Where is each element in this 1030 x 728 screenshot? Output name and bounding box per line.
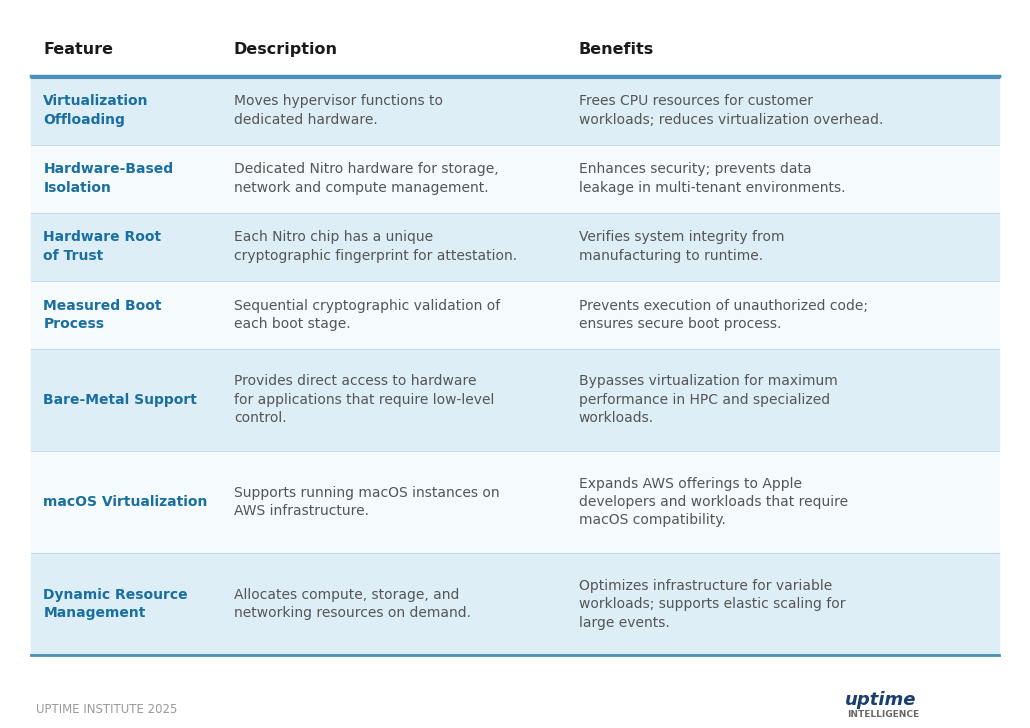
Text: Enhances security; prevents data
leakage in multi-tenant environments.: Enhances security; prevents data leakage… xyxy=(579,162,846,195)
Bar xyxy=(31,76,999,145)
Bar xyxy=(31,349,999,451)
Bar xyxy=(31,451,999,553)
Text: Expands AWS offerings to Apple
developers and workloads that require
macOS compa: Expands AWS offerings to Apple developer… xyxy=(579,477,848,527)
Text: INTELLIGENCE: INTELLIGENCE xyxy=(847,710,919,719)
Text: Moves hypervisor functions to
dedicated hardware.: Moves hypervisor functions to dedicated … xyxy=(234,95,443,127)
Text: Optimizes infrastructure for variable
workloads; supports elastic scaling for
la: Optimizes infrastructure for variable wo… xyxy=(579,579,846,630)
Bar xyxy=(31,281,999,349)
Text: Allocates compute, storage, and
networking resources on demand.: Allocates compute, storage, and networki… xyxy=(234,588,471,620)
Bar xyxy=(31,553,999,655)
Text: Hardware-Based
Isolation: Hardware-Based Isolation xyxy=(43,162,173,195)
Bar xyxy=(31,145,999,213)
Text: UPTIME INSTITUTE 2025: UPTIME INSTITUTE 2025 xyxy=(36,703,177,716)
Text: Dynamic Resource
Management: Dynamic Resource Management xyxy=(43,588,187,620)
Text: Prevents execution of unauthorized code;
ensures secure boot process.: Prevents execution of unauthorized code;… xyxy=(579,298,868,331)
Text: Frees CPU resources for customer
workloads; reduces virtualization overhead.: Frees CPU resources for customer workloa… xyxy=(579,95,884,127)
Text: Bypasses virtualization for maximum
performance in HPC and specialized
workloads: Bypasses virtualization for maximum perf… xyxy=(579,374,837,425)
Text: Verifies system integrity from
manufacturing to runtime.: Verifies system integrity from manufactu… xyxy=(579,231,785,263)
Text: Supports running macOS instances on
AWS infrastructure.: Supports running macOS instances on AWS … xyxy=(234,486,500,518)
Text: Bare-Metal Support: Bare-Metal Support xyxy=(43,393,197,407)
Bar xyxy=(31,213,999,281)
Bar xyxy=(31,22,999,76)
Text: Hardware Root
of Trust: Hardware Root of Trust xyxy=(43,231,162,263)
Text: Each Nitro chip has a unique
cryptographic fingerprint for attestation.: Each Nitro chip has a unique cryptograph… xyxy=(234,231,517,263)
Text: macOS Virtualization: macOS Virtualization xyxy=(43,495,208,509)
Text: Provides direct access to hardware
for applications that require low-level
contr: Provides direct access to hardware for a… xyxy=(234,374,494,425)
Text: Benefits: Benefits xyxy=(579,41,654,57)
Text: Measured Boot
Process: Measured Boot Process xyxy=(43,298,162,331)
Text: uptime: uptime xyxy=(845,691,916,708)
Text: Dedicated Nitro hardware for storage,
network and compute management.: Dedicated Nitro hardware for storage, ne… xyxy=(234,162,499,195)
Text: Description: Description xyxy=(234,41,338,57)
Text: Sequential cryptographic validation of
each boot stage.: Sequential cryptographic validation of e… xyxy=(234,298,500,331)
Text: Virtualization
Offloading: Virtualization Offloading xyxy=(43,95,148,127)
Text: Feature: Feature xyxy=(43,41,113,57)
